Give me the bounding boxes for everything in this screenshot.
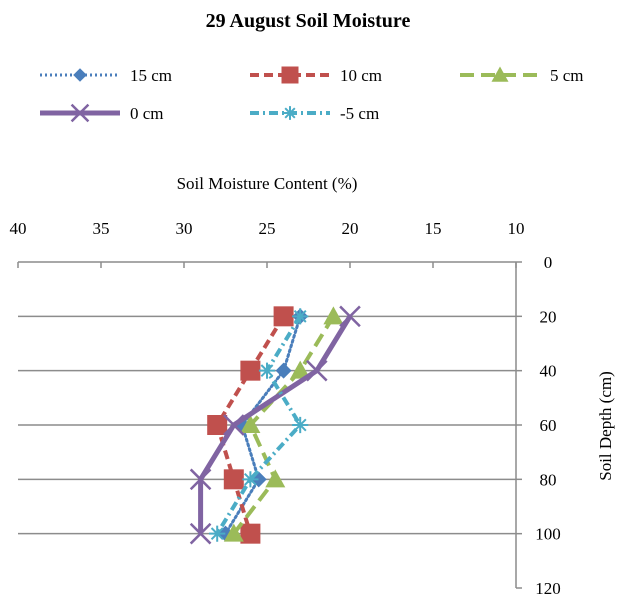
legend-item: -5 cm (250, 104, 379, 123)
data-point (207, 415, 228, 435)
data-point (292, 416, 309, 434)
data-point (209, 525, 226, 542)
series-5 (209, 308, 309, 542)
chart-title: 29 August Soil Moisture (206, 10, 411, 32)
legend: 15 cm 10 cm 5 cm 0 cm -5 cm (40, 66, 584, 123)
data-point (240, 360, 261, 381)
data-point (290, 360, 311, 379)
x-tick-label: 15 (425, 219, 442, 238)
legend-label: 5 cm (550, 66, 584, 85)
legend-item: 10 cm (250, 66, 382, 85)
data-point (189, 522, 212, 545)
y-tick-label: 80 (540, 470, 557, 489)
data-point (339, 305, 361, 328)
legend-label: -5 cm (340, 104, 379, 123)
legend-label: 0 cm (130, 104, 164, 123)
data-point (189, 468, 212, 491)
y-tick-label: 60 (540, 416, 557, 435)
x-axis-title: Soil Moisture Content (%) (177, 174, 358, 193)
legend-label: 15 cm (130, 66, 172, 85)
data-point (275, 362, 292, 379)
y-axis-title: Soil Depth (cm) (596, 371, 615, 481)
y-tick-label: 100 (535, 525, 561, 544)
x-tick-label: 35 (93, 219, 110, 238)
y-tick-label: 20 (540, 307, 557, 326)
data-point (223, 414, 245, 436)
data-point (240, 523, 261, 544)
data-point (273, 306, 294, 327)
data-point (240, 415, 261, 433)
series-4 (189, 305, 361, 545)
y-tick-label: 0 (544, 253, 553, 272)
data-point (306, 359, 328, 382)
data-point (292, 308, 309, 325)
x-tick-label: 20 (342, 219, 359, 238)
data-point (258, 362, 276, 379)
x-tick-label: 25 (259, 219, 276, 238)
legend-item: 5 cm (460, 66, 584, 85)
data-point (242, 471, 259, 488)
data-point (265, 469, 286, 488)
legend-item: 0 cm (40, 103, 164, 123)
x-tick-label: 40 (10, 219, 27, 238)
y-tick-label: 120 (535, 579, 561, 598)
x-tick-label: 10 (508, 219, 525, 238)
data-point (323, 306, 344, 325)
data-point (223, 523, 244, 542)
data-point (250, 471, 267, 488)
x-tick-label: 30 (176, 219, 193, 238)
legend-item: 15 cm (40, 66, 172, 85)
legend-marker (283, 106, 297, 120)
legend-marker (70, 103, 90, 123)
legend-label: 10 cm (340, 66, 382, 85)
series-3 (223, 306, 344, 542)
legend-marker (73, 68, 87, 82)
legend-marker (281, 66, 299, 84)
data-point (223, 469, 244, 490)
legend-marker (491, 66, 509, 82)
y-tick-label: 40 (540, 362, 557, 381)
